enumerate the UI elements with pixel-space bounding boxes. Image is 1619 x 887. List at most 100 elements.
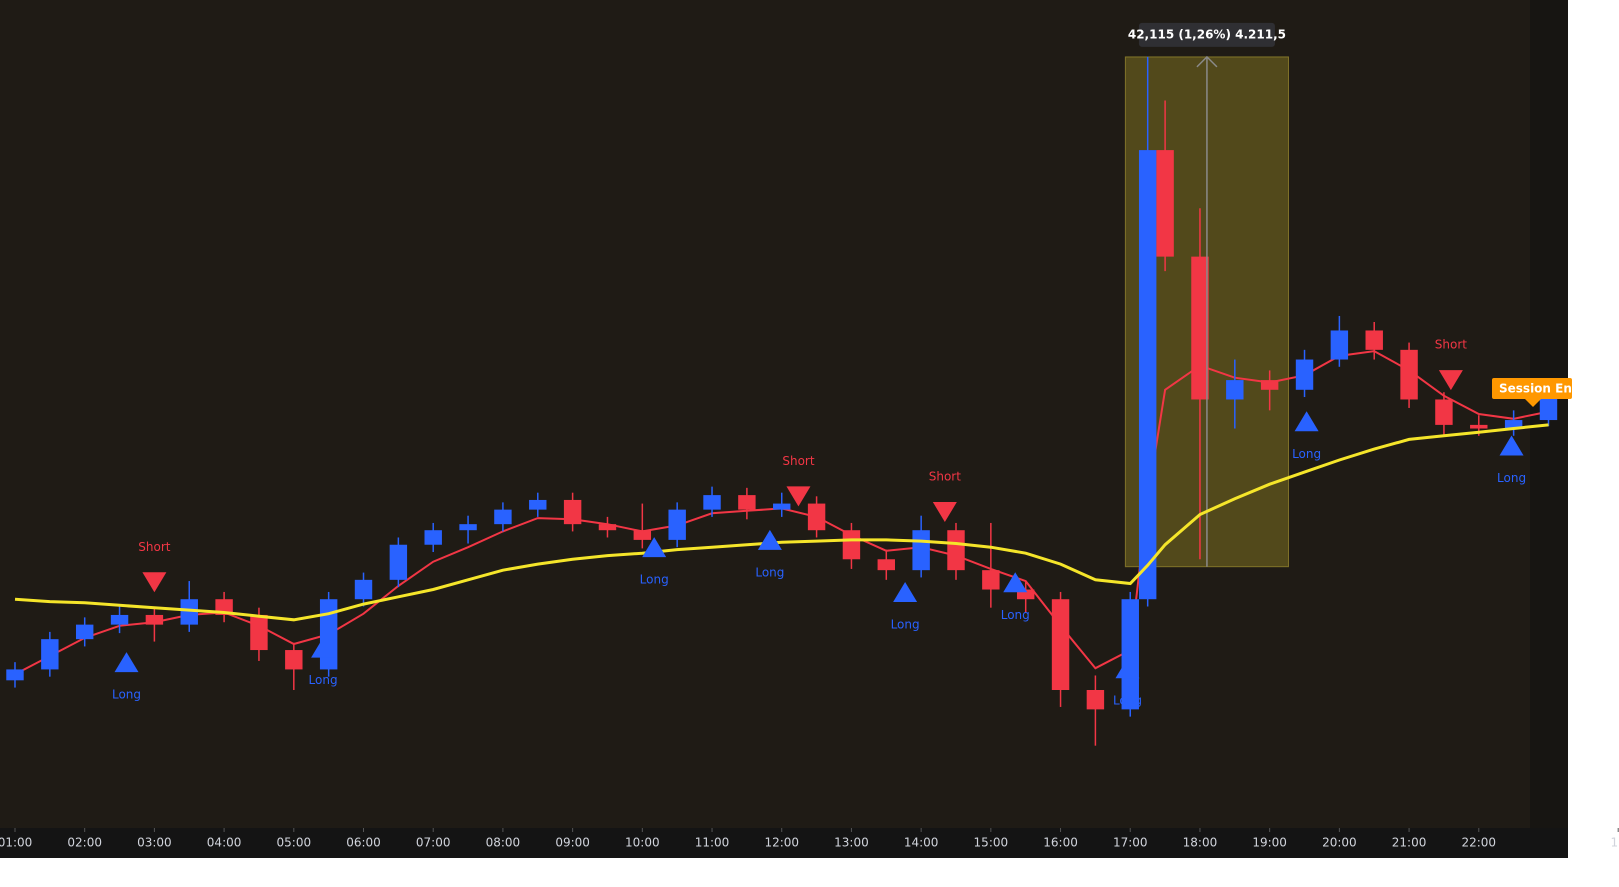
candle-body: [459, 524, 477, 531]
annotation-layer: 01:00 02:00 03:00 04:00 05:00 06:00 07:00 08:00…: [0, 22, 1619, 850]
x-tick-label: 02:00: [67, 836, 102, 850]
candle-body: [947, 530, 965, 571]
x-tick-label: 18:00: [1183, 836, 1218, 850]
x-tick-label: 03:00: [137, 836, 172, 850]
candle-body: [598, 524, 617, 531]
x-tick-label: 13:00: [834, 836, 869, 850]
signal-label: Long: [309, 673, 338, 687]
candle-body: [563, 499, 582, 525]
candle-body: [807, 503, 826, 531]
signal-label: Long: [1292, 447, 1321, 461]
candle-body: [633, 530, 652, 540]
signal-label: Long: [891, 617, 920, 631]
signal-label: Short: [138, 540, 170, 554]
signal-marker: [786, 486, 811, 507]
signal-marker: [893, 581, 918, 602]
x-tick-label: 22:00: [1461, 836, 1496, 850]
candle-body: [529, 499, 547, 510]
signal-marker: [311, 637, 336, 658]
candle-body: [1260, 380, 1279, 390]
candle-body: [75, 624, 94, 640]
signal-marker: [142, 572, 167, 593]
candle-body: [354, 579, 373, 600]
x-tick-label: 14:00: [904, 836, 939, 850]
x-tick-label: 04:00: [207, 836, 242, 850]
signal-label: Long: [640, 573, 669, 587]
signal-label: Long: [1001, 608, 1030, 622]
x-tick-label: 06:00: [346, 836, 381, 850]
x-tick-label: 16:00: [1043, 836, 1078, 850]
candle-body: [41, 639, 59, 670]
candle-body: [285, 650, 303, 670]
signal-marker: [757, 529, 782, 550]
candle-body: [6, 669, 24, 681]
signal-label: Short: [782, 454, 814, 468]
signal-label: Short: [929, 470, 961, 484]
candle-body: [110, 614, 129, 625]
x-tick-label: 17: [1611, 836, 1619, 850]
signal-marker: [1003, 572, 1028, 593]
x-tick-label: 08:00: [486, 836, 521, 850]
candle-body: [1330, 330, 1349, 360]
x-tick-label: 05:00: [277, 836, 312, 850]
moving-average: [14, 350, 1549, 676]
candle-body: [1016, 589, 1035, 600]
signal-marker: [642, 537, 667, 558]
candle-body: [877, 559, 896, 571]
signal-label: Short: [1435, 338, 1467, 352]
candle-body: [1156, 150, 1174, 257]
signal-label: Long: [755, 565, 784, 579]
signal-marker: [1499, 435, 1524, 456]
candle-body: [703, 495, 721, 510]
plot-background: [0, 0, 1568, 858]
signal-marker: [1438, 370, 1463, 391]
candles-layer: [6, 56, 1558, 746]
candle-body: [842, 530, 861, 560]
measure-label: 42,115 (1,26%) 4.211,5: [1128, 27, 1286, 41]
x-tick-label: 11:00: [695, 836, 730, 850]
x-tick-label: 19:00: [1252, 836, 1287, 850]
candle-body: [1365, 330, 1383, 350]
candle-body: [1121, 599, 1139, 710]
candle-body: [1086, 690, 1105, 710]
candle-body: [1051, 599, 1070, 690]
x-tick-label: 01:00: [0, 836, 32, 850]
measure-arrow-head: [1196, 55, 1218, 68]
candle-body: [773, 503, 791, 510]
x-tick-label: 10:00: [625, 836, 660, 850]
candle-body: [1400, 349, 1418, 400]
candle-body: [250, 614, 268, 651]
candle-body: [668, 509, 686, 540]
candle-body: [738, 495, 756, 510]
signal-label: Long: [1497, 471, 1526, 485]
x-tick-label: 09:00: [555, 836, 590, 850]
candle-body: [1138, 150, 1157, 600]
candle-body: [319, 599, 338, 670]
candle-body: [982, 570, 1000, 590]
candle-body: [424, 530, 442, 545]
moving-average: [14, 423, 1549, 622]
signal-marker: [1294, 411, 1319, 432]
candle-body: [1295, 359, 1314, 390]
candle-body: [180, 599, 198, 625]
signal-marker: [932, 502, 957, 523]
candle-body: [1191, 256, 1209, 400]
signal-label: Long: [1113, 694, 1142, 708]
candle-body: [1226, 380, 1244, 400]
x-tick-label: 07:00: [416, 836, 451, 850]
session-label-box: [1492, 378, 1572, 399]
session-label: Session En: [1499, 382, 1572, 396]
x-tick-label: 12:00: [764, 836, 799, 850]
candle-body: [389, 544, 408, 580]
session-label-pointer: [1525, 399, 1541, 407]
x-tick-label: 21:00: [1392, 836, 1427, 850]
x-tick-label: 15:00: [974, 836, 1009, 850]
candle-body: [494, 509, 512, 525]
signal-marker: [114, 652, 139, 673]
lines-layer: [14, 350, 1549, 676]
signal-marker: [1115, 658, 1140, 679]
time-axis: [0, 828, 1568, 858]
candle-body: [1539, 394, 1558, 421]
x-tick-label: 17:00: [1113, 836, 1148, 850]
